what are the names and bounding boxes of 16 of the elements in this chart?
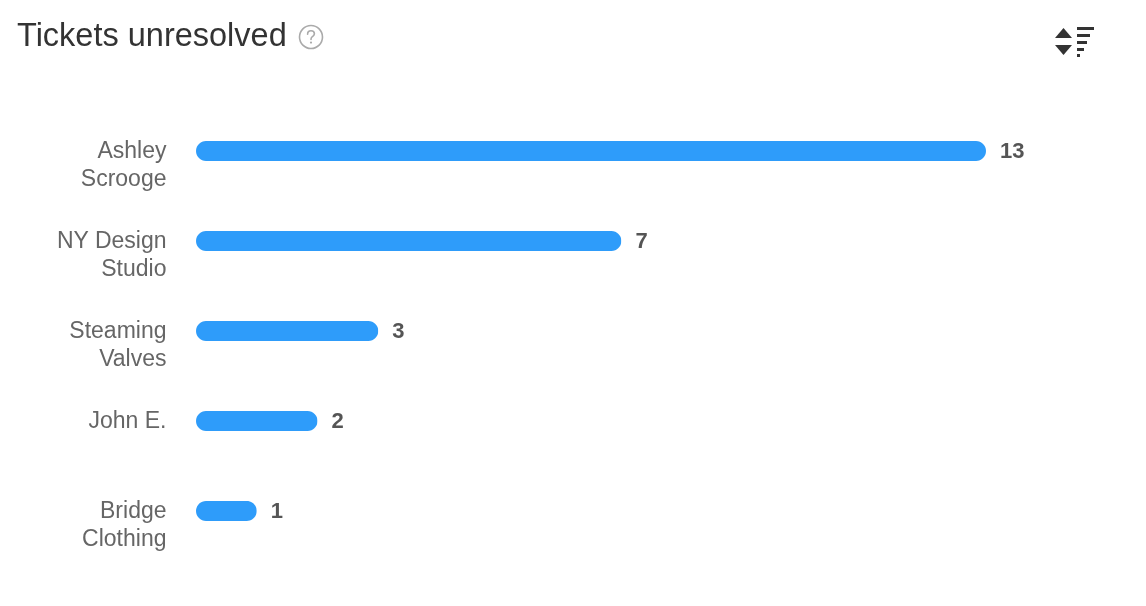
chart-title: Tickets unresolved [17, 16, 287, 54]
y-tick-label: NY Design Studio [56, 227, 167, 281]
y-tick-label: John E. [88, 407, 167, 433]
bar [196, 321, 379, 341]
data-label: 2 [331, 408, 344, 433]
y-tick-label: Steaming Valves [69, 317, 167, 371]
y-tick-label: Bridge Clothing [82, 497, 167, 551]
bar [196, 231, 622, 251]
bar [196, 501, 257, 521]
data-label: 7 [635, 228, 648, 253]
y-tick-label: Ashley Scrooge [80, 137, 167, 191]
data-label: 3 [392, 318, 405, 343]
bar [196, 411, 318, 431]
data-label: 1 [270, 498, 284, 523]
bar [196, 141, 986, 161]
data-label: 13 [1000, 138, 1025, 163]
